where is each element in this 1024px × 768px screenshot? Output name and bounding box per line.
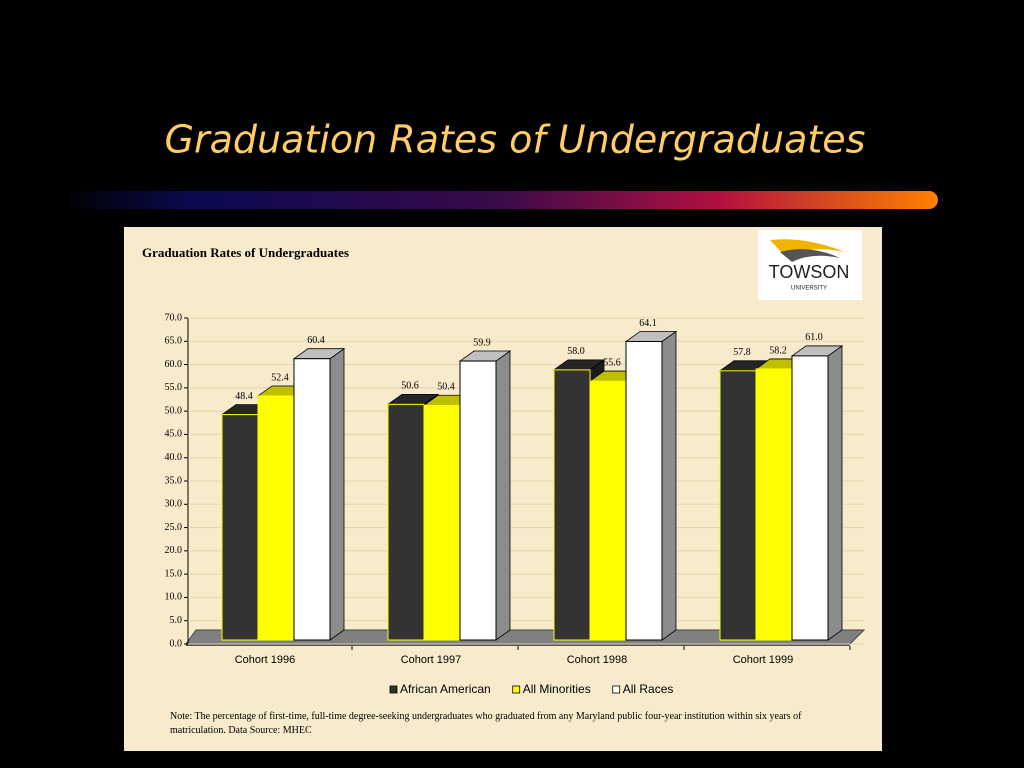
x-tick-label: Cohort 1998 bbox=[567, 654, 628, 666]
y-tick-label: 5.0 bbox=[170, 615, 183, 626]
legend-swatch bbox=[389, 685, 398, 694]
y-tick-label: 65.0 bbox=[165, 336, 183, 347]
y-tick-label: 15.0 bbox=[165, 568, 183, 579]
bar bbox=[791, 355, 829, 641]
slide-title: Graduation Rates of Undergraduates bbox=[165, 118, 866, 162]
value-label: 57.8 bbox=[733, 347, 751, 358]
bar bbox=[589, 380, 627, 641]
y-tick-label: 45.0 bbox=[165, 429, 183, 440]
value-label: 58.0 bbox=[567, 346, 585, 357]
x-tick-label: Cohort 1996 bbox=[235, 654, 296, 666]
decor-bar bbox=[60, 191, 938, 209]
chart-title: Graduation Rates of Undergraduates bbox=[142, 245, 349, 260]
y-tick-label: 40.0 bbox=[165, 452, 183, 463]
legend-label: African American bbox=[400, 682, 491, 696]
x-tick-label: Cohort 1999 bbox=[733, 654, 794, 666]
y-tick-label: 10.0 bbox=[165, 592, 183, 603]
plot: 0.0 5.0 10.0 15.0 20.0 25.0 30.0 35.0 40.0 45.0 50… bbox=[165, 312, 866, 696]
bar-side bbox=[329, 347, 345, 641]
bar bbox=[423, 404, 461, 641]
x-tick-label: Cohort 1997 bbox=[401, 654, 462, 666]
legend-swatch bbox=[512, 685, 521, 694]
legend-swatch bbox=[612, 685, 621, 694]
bar bbox=[387, 403, 425, 641]
y-tick-label: 30.0 bbox=[165, 499, 183, 510]
value-label: 59.9 bbox=[473, 337, 491, 348]
y-tick-label: 55.0 bbox=[165, 382, 183, 393]
bar bbox=[755, 368, 793, 641]
y-tick-label: 20.0 bbox=[165, 545, 183, 556]
y-tick-label: 0.0 bbox=[170, 638, 183, 649]
bar bbox=[459, 360, 497, 641]
bar-side bbox=[661, 330, 677, 641]
bar bbox=[257, 395, 295, 641]
value-label: 50.6 bbox=[401, 381, 419, 392]
value-label: 58.2 bbox=[769, 345, 787, 356]
value-label: 50.4 bbox=[437, 382, 455, 393]
y-tick-label: 25.0 bbox=[165, 522, 183, 533]
legend-label: All Minorities bbox=[523, 682, 591, 696]
bar bbox=[221, 414, 259, 641]
y-tick-label: 70.0 bbox=[165, 312, 183, 323]
legend-label: All Races bbox=[623, 682, 674, 696]
bar bbox=[293, 358, 331, 641]
value-label: 52.4 bbox=[271, 372, 289, 383]
bar bbox=[719, 370, 757, 641]
bar-side bbox=[495, 350, 511, 641]
value-label: 55.6 bbox=[603, 357, 621, 368]
value-label: 60.4 bbox=[307, 335, 325, 346]
value-label: 64.1 bbox=[639, 318, 657, 329]
bar bbox=[553, 369, 591, 641]
y-tick-label: 50.0 bbox=[165, 405, 183, 416]
note: Note: The percentage of first-time, full… bbox=[170, 711, 802, 736]
bar bbox=[625, 340, 663, 641]
logo-mark bbox=[780, 249, 840, 262]
y-tick-label: 60.0 bbox=[165, 359, 183, 370]
logo-name: TOWSON bbox=[769, 262, 850, 282]
value-label: 61.0 bbox=[805, 332, 823, 343]
logo-subtitle: UNIVERSITY bbox=[791, 286, 827, 292]
bar-side bbox=[827, 345, 843, 641]
y-tick-label: 35.0 bbox=[165, 475, 183, 486]
value-label: 48.4 bbox=[235, 391, 253, 402]
